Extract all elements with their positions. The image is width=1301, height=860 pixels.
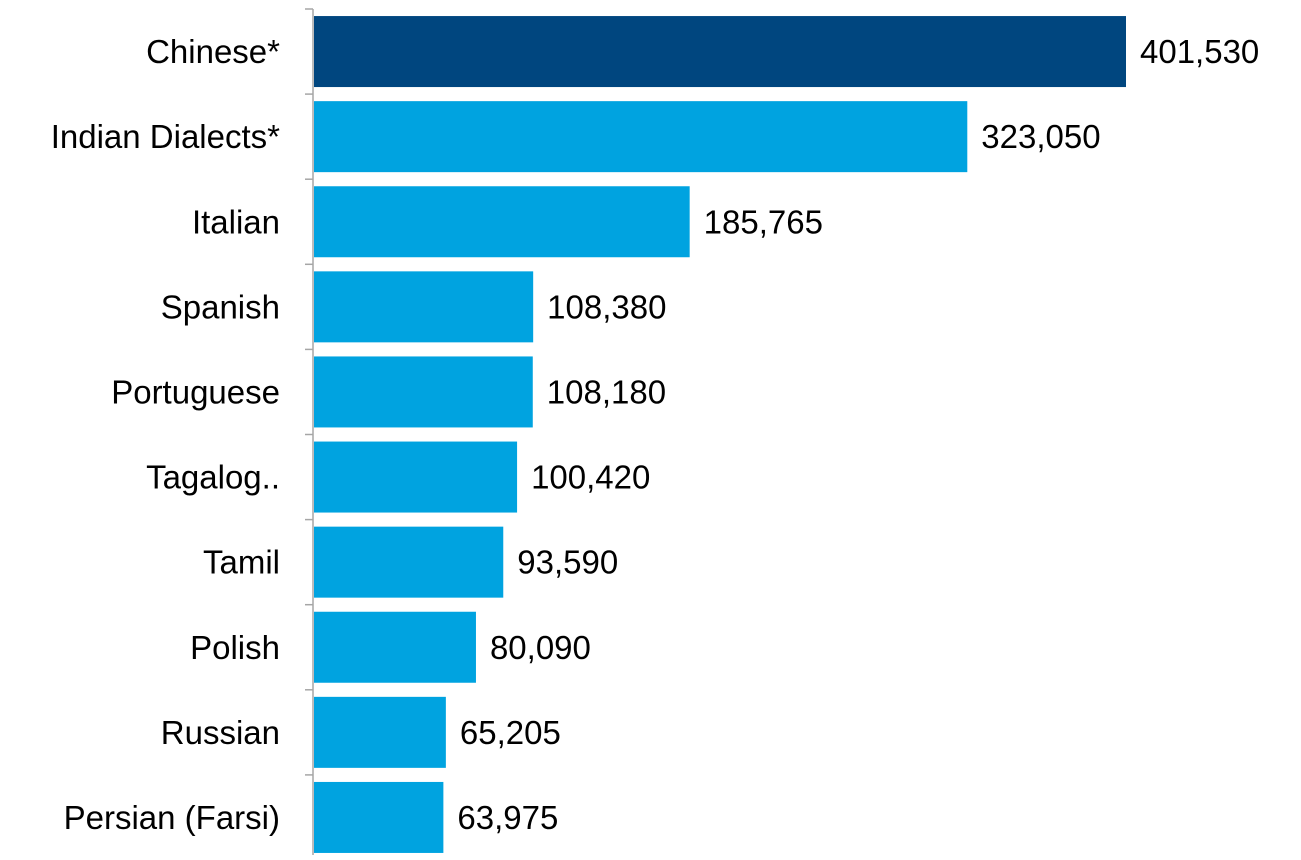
bars-layer: [314, 16, 1126, 853]
data-label: 93,590: [517, 544, 618, 581]
category-label: Spanish: [161, 288, 280, 325]
data-label: 100,420: [531, 459, 650, 496]
y-axis: [305, 8, 314, 855]
category-label: Persian (Farsi): [64, 799, 280, 836]
category-label: Indian Dialects*: [51, 118, 280, 155]
bar: [314, 16, 1126, 88]
bar: [314, 356, 533, 428]
bar: [314, 186, 690, 258]
bar: [314, 271, 534, 343]
category-label: Polish: [190, 629, 280, 666]
data-label: 401,530: [1140, 33, 1259, 70]
category-label: Italian: [192, 203, 280, 240]
data-label: 108,180: [547, 373, 666, 410]
data-label: 80,090: [490, 629, 591, 666]
data-label: 108,380: [547, 288, 666, 325]
bar: [314, 781, 444, 853]
data-label: 63,975: [457, 799, 558, 836]
category-label: Tagalog..: [146, 459, 280, 496]
bar: [314, 526, 504, 598]
category-label: Chinese*: [146, 33, 280, 70]
category-labels: Chinese* Indian Dialects* Italian Spanish Po…: [51, 33, 280, 836]
data-labels: 401,530 323,050 185,765 108,380 108,180 100,4…: [457, 33, 1259, 836]
bar: [314, 696, 446, 768]
category-label: Russian: [161, 714, 280, 751]
category-label: Portuguese: [111, 373, 280, 410]
bar: [314, 611, 476, 683]
data-label: 323,050: [981, 118, 1100, 155]
bar: [314, 441, 518, 513]
bar: [314, 101, 968, 173]
data-label: 65,205: [460, 714, 561, 751]
category-label: Tamil: [203, 544, 280, 581]
data-label: 185,765: [704, 203, 823, 240]
